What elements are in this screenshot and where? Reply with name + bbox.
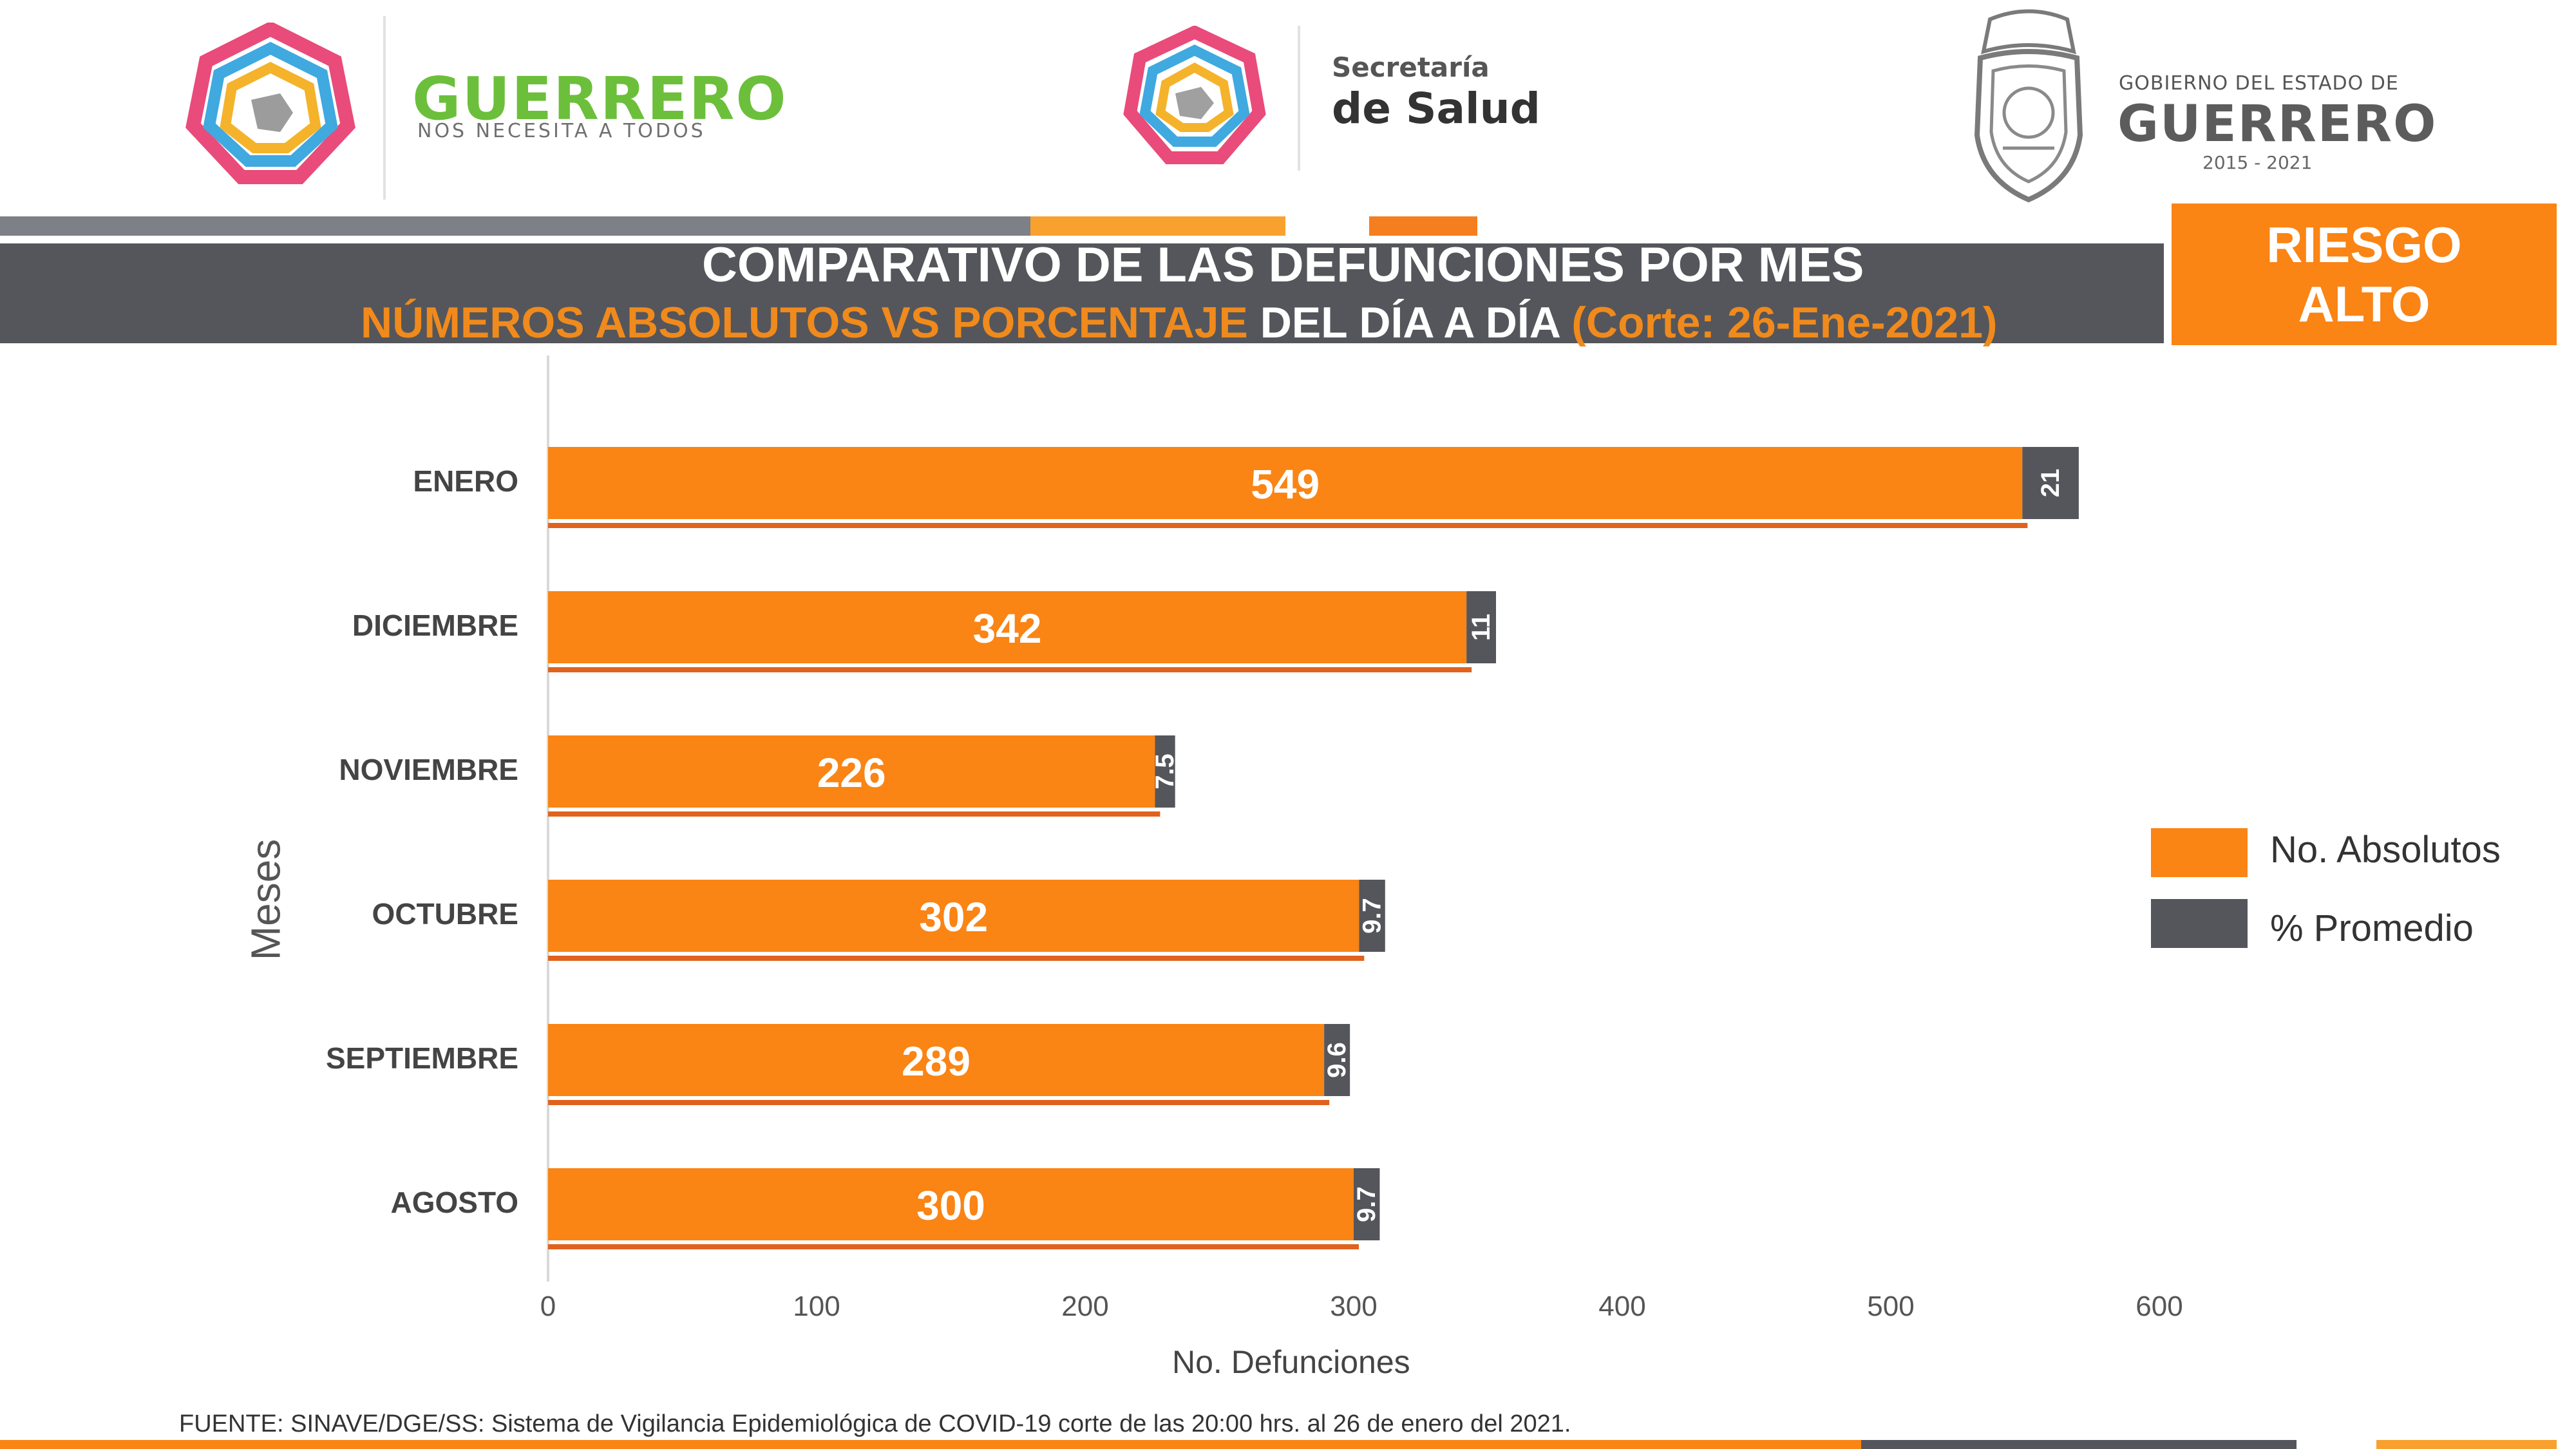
data-label-absolutos: 342	[973, 605, 1042, 652]
data-label-absolutos: 302	[919, 894, 988, 940]
bar-underline	[548, 956, 1365, 961]
subtitle-highlight: NÚMEROS ABSOLUTOS VS PORCENTAJE	[361, 298, 1248, 347]
category-label: ENERO	[413, 464, 518, 498]
x-axis-label: No. Defunciones	[1172, 1344, 1410, 1380]
x-tick-label: 600	[2136, 1291, 2183, 1322]
subtitle-cutoff: (Corte: 26-Ene-2021)	[1571, 298, 1998, 347]
guerrero-logo-title: GUERRERO	[412, 64, 788, 133]
x-tick-label: 500	[1867, 1291, 1915, 1322]
data-label-promedio: 11	[1467, 614, 1495, 641]
header-stripe-orange-1	[1030, 216, 1285, 236]
bar-underline	[548, 811, 1160, 817]
y-axis-label: Meses	[242, 838, 289, 961]
gobierno-logo-line1: GOBIERNO DEL ESTADO DE	[2119, 72, 2399, 95]
guerrero-logo-tagline: NOS NECESITA A TODOS	[417, 120, 706, 142]
gobierno-logo-line3: 2015 - 2021	[2202, 152, 2313, 173]
bar-promedio	[1155, 735, 1175, 808]
bar-underline	[548, 1244, 1359, 1249]
category-label: NOVIEMBRE	[339, 753, 518, 786]
gobierno-logo-line2: GUERRERO	[2117, 95, 2438, 153]
category-label: AGOSTO	[390, 1186, 518, 1219]
legend-label-absolutos: No. Absolutos	[2270, 829, 2501, 871]
footer-stripe-orange	[0, 1440, 1861, 1449]
legend-label-promedio: % Promedio	[2270, 907, 2474, 949]
x-tick-label: 100	[793, 1291, 840, 1322]
salud-emblem-icon	[1123, 26, 1266, 164]
bar-promedio	[1359, 880, 1385, 952]
x-tick-label: 300	[1330, 1291, 1378, 1322]
bar-underline	[548, 667, 1472, 672]
title-band	[0, 243, 2164, 343]
bar-absolutos	[548, 591, 1467, 663]
category-label: SEPTIEMBRE	[325, 1041, 518, 1075]
legend-swatch-promedio	[2151, 899, 2248, 948]
bar-promedio	[1354, 1168, 1380, 1240]
bar-absolutos	[548, 1168, 1354, 1240]
data-label-absolutos: 549	[1251, 461, 1320, 507]
data-label-promedio: 7.5	[1151, 753, 1179, 790]
data-label-absolutos: 300	[916, 1182, 985, 1229]
salud-logo-line2: de Salud	[1332, 84, 1540, 133]
data-label-promedio: 9.7	[1358, 898, 1387, 934]
bar-absolutos	[548, 880, 1359, 952]
risk-badge-line2: ALTO	[2298, 276, 2430, 332]
chart-title: COMPARATIVO DE LAS DEFUNCIONES POR MES	[702, 238, 1864, 292]
data-label-promedio: 9.7	[1352, 1186, 1381, 1222]
category-label: DICIEMBRE	[352, 609, 518, 642]
guerrero-emblem-icon	[185, 23, 355, 184]
x-tick-label: 200	[1061, 1291, 1109, 1322]
bar-underline	[548, 523, 2028, 528]
data-label-promedio: 9.6	[1323, 1042, 1351, 1078]
bar-promedio	[1324, 1024, 1350, 1096]
header-stripe-gray	[0, 216, 1030, 236]
category-label: OCTUBRE	[372, 897, 518, 931]
bar-absolutos	[548, 735, 1155, 808]
source-note: FUENTE: SINAVE/DGE/SS: Sistema de Vigila…	[179, 1410, 1571, 1437]
coat-of-arms-icon	[1974, 9, 2083, 203]
bar-absolutos	[548, 1024, 1325, 1096]
x-tick-label: 400	[1598, 1291, 1646, 1322]
bar-underline	[548, 1100, 1330, 1105]
risk-badge-line1: RIESGO	[2266, 216, 2462, 273]
bar-promedio	[2022, 447, 2079, 519]
data-label-promedio: 21	[2036, 469, 2065, 498]
bar-promedio	[1466, 591, 1497, 663]
footer-stripe-light-orange	[2376, 1440, 2557, 1449]
data-label-absolutos: 289	[902, 1038, 971, 1084]
data-label-absolutos: 226	[817, 750, 886, 796]
legend-swatch-absolutos	[2151, 828, 2248, 877]
subtitle-text: DEL DÍA A DÍA	[1247, 298, 1572, 347]
chart-subtitle: NÚMEROS ABSOLUTOS VS PORCENTAJE DEL DÍA …	[361, 298, 1998, 348]
salud-logo-line1: Secretaría	[1332, 52, 1490, 83]
footer-stripe-gray	[1861, 1440, 2297, 1449]
risk-badge: RIESGO ALTO	[2172, 204, 2557, 345]
header-stripe-orange-2	[1369, 216, 1477, 236]
bar-absolutos	[548, 447, 2023, 519]
x-tick-label: 0	[540, 1291, 556, 1322]
